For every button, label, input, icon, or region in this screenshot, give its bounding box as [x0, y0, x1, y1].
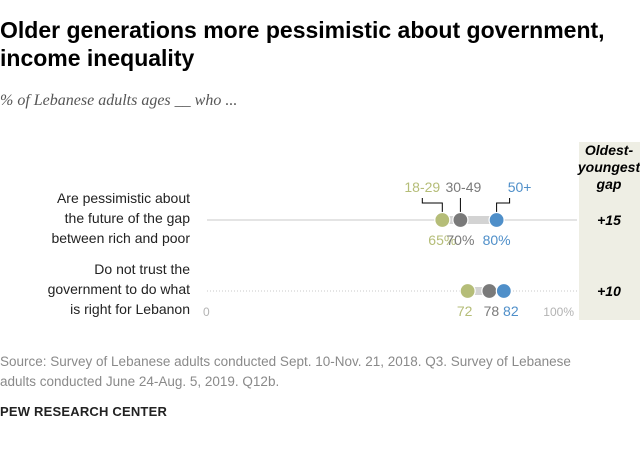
row-2-dot-18-29 — [459, 282, 476, 300]
row-1-gap-value: +15 — [597, 212, 621, 228]
row-2-label-line-2: government to do what — [48, 281, 191, 297]
row-1-label-line-2: the future of the gap — [65, 210, 191, 226]
row-1-value-30-49: 70% — [446, 232, 474, 248]
legend-label-18-29: 18-29 — [404, 179, 440, 195]
row-1-label-line-1: Are pessimistic about — [57, 190, 190, 206]
gap-header-line-2: youngest — [577, 159, 640, 175]
row-2-value-30-49: 78 — [484, 303, 500, 319]
row-2-gap-value: +10 — [597, 283, 621, 299]
row-1-label-line-3: between rich and poor — [51, 230, 190, 246]
axis-max-label: 100% — [543, 305, 574, 319]
axis-min-label: 0 — [203, 305, 210, 319]
row-2-value-18-29: 72 — [457, 303, 473, 319]
row-1-dot-30-49 — [452, 211, 469, 229]
chart-subtitle: % of Lebanese adults ages __ who ... — [0, 92, 238, 109]
row-2-dot-30-49 — [481, 282, 498, 300]
legend-label-30-49: 30-49 — [445, 179, 481, 195]
pew-research-center-logo: PEW RESEARCH CENTER — [0, 404, 168, 419]
row-1-value-18-29: 65% — [428, 232, 456, 248]
row-2-dot-50-plus — [495, 282, 512, 300]
legend-label-50-plus: 50+ — [508, 179, 532, 195]
row-2-label-line-1: Do not trust the — [94, 261, 190, 277]
source-note: Source: Survey of Lebanese adults conduc… — [0, 354, 571, 389]
dot-plot-chart: Oldest- youngest gap Are pessimistic abo… — [48, 142, 640, 320]
legend-connector-50-plus — [496, 198, 511, 212]
gap-header-line-1: Oldest- — [585, 142, 634, 158]
row-1-value-50-plus: 80% — [483, 232, 511, 248]
row-1-dot-50-plus — [488, 211, 505, 229]
gap-column-background — [579, 142, 640, 320]
chart-title: Older generations more pessimistic about… — [0, 17, 605, 71]
row-1-dot-18-29 — [434, 211, 451, 229]
gap-header-line-3: gap — [596, 176, 622, 192]
row-2-label-line-3: is right for Lebanon — [70, 301, 190, 317]
legend-connector-18-29 — [421, 198, 443, 212]
row-2-value-50-plus: 82 — [503, 303, 519, 319]
